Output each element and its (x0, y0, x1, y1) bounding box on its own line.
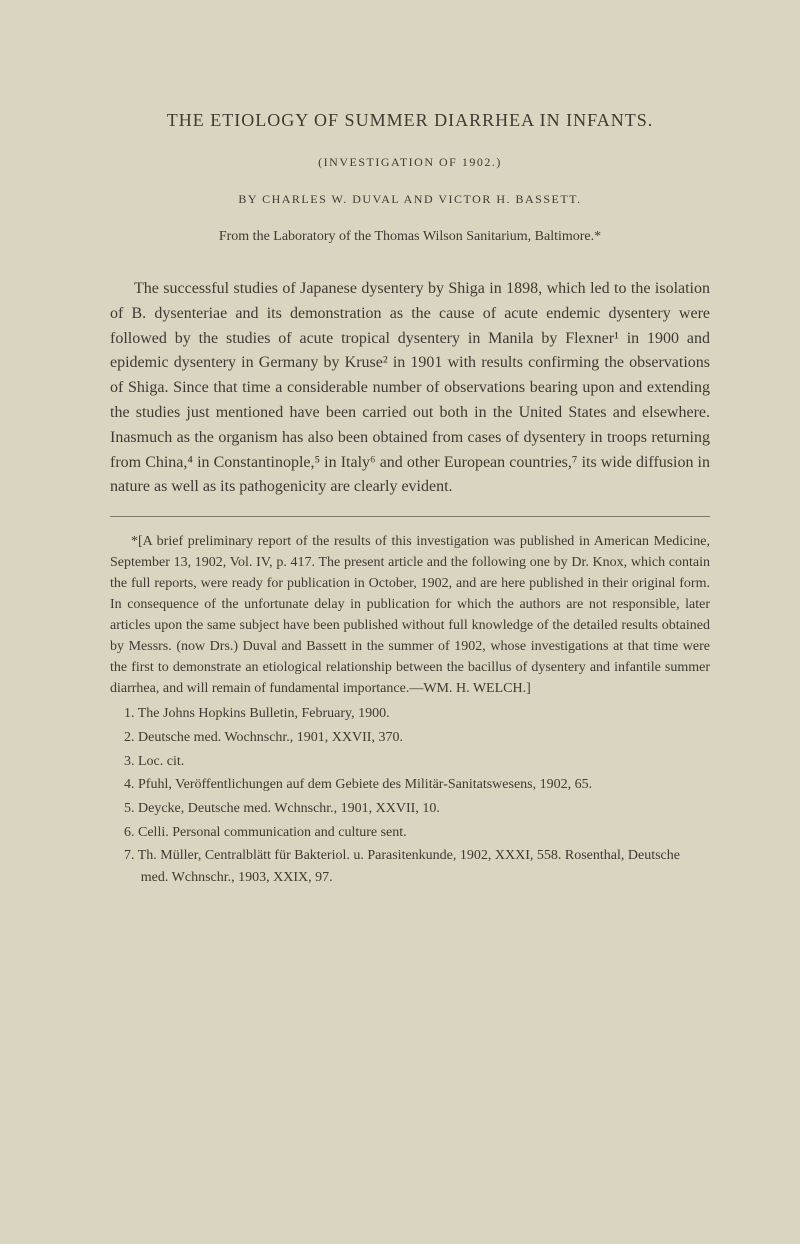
reference-item: 4. Pfuhl, Veröffentlichungen auf dem Geb… (110, 774, 710, 796)
footnote-separator (110, 516, 710, 517)
author-byline: BY CHARLES W. DUVAL AND VICTOR H. BASSET… (110, 192, 710, 207)
scanned-page: THE ETIOLOGY OF SUMMER DIARRHEA IN INFAN… (0, 0, 800, 1244)
paper-title: THE ETIOLOGY OF SUMMER DIARRHEA IN INFAN… (110, 110, 710, 131)
reference-item: 5. Deycke, Deutsche med. Wchnschr., 1901… (110, 798, 710, 820)
reference-item: 7. Th. Müller, Centralblätt für Bakterio… (110, 845, 710, 888)
reference-item: 6. Celli. Personal communication and cul… (110, 822, 710, 844)
laboratory-line: From the Laboratory of the Thomas Wilson… (110, 229, 710, 245)
reference-item: 1. The Johns Hopkins Bulletin, February,… (110, 703, 710, 725)
investigation-subtitle: (INVESTIGATION OF 1902.) (110, 155, 710, 170)
reference-item: 2. Deutsche med. Wochnschr., 1901, XXVII… (110, 727, 710, 749)
reference-item: 3. Loc. cit. (110, 751, 710, 773)
body-paragraph: The successful studies of Japanese dysen… (110, 277, 710, 500)
asterisk-footnote: *[A brief preliminary report of the resu… (110, 531, 710, 699)
